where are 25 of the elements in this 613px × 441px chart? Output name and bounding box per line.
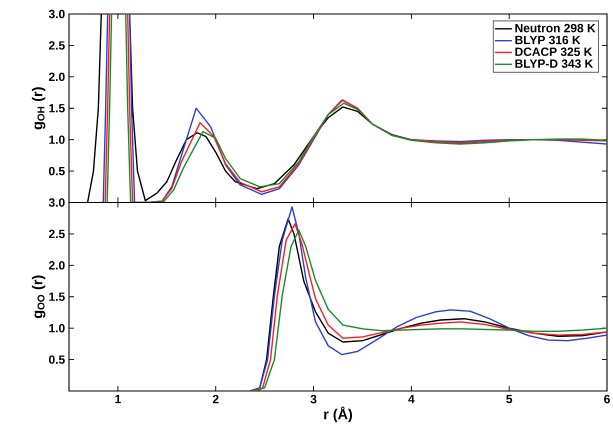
y-tick-label: 0.5 — [48, 166, 65, 176]
y-axis-title: g$_{OH}$ (r) — [32, 87, 46, 130]
y-tick-label: 1.0 — [49, 324, 65, 332]
x-tick-label: 2 — [212, 394, 219, 404]
y-tick-label: 1.0 — [49, 135, 65, 144]
y-tick-label: 2.5 — [48, 41, 65, 50]
y-tick-label: 3.0 — [48, 198, 65, 207]
y-tick-label: 1.5 — [49, 104, 65, 112]
y-tick-label: 2.0 — [48, 261, 65, 270]
legend-label: DCACP 325 K — [515, 48, 592, 56]
x-tick-label: 6 — [604, 394, 610, 404]
x-tick-label: 4 — [408, 394, 415, 404]
y-tick-label: 0.5 — [48, 355, 65, 364]
y-tick-label: 2.5 — [48, 230, 65, 238]
x-axis-title: r (Å) — [324, 406, 352, 422]
y-tick-label: 2.0 — [48, 72, 65, 82]
legend-label: Neutron 298 K — [515, 24, 596, 32]
y-axis-title: g$_{OO}$ (r) — [32, 276, 46, 318]
y-tick-label: 3.0 — [48, 10, 65, 18]
legend-label: BLYP 316 K — [515, 36, 580, 44]
legend-label: BLYP-D 343 K — [515, 59, 594, 68]
x-tick-label: 1 — [115, 394, 121, 404]
y-tick-label: 1.5 — [49, 292, 65, 301]
x-tick-label: 3 — [310, 394, 316, 404]
x-tick-label: 5 — [506, 394, 512, 404]
